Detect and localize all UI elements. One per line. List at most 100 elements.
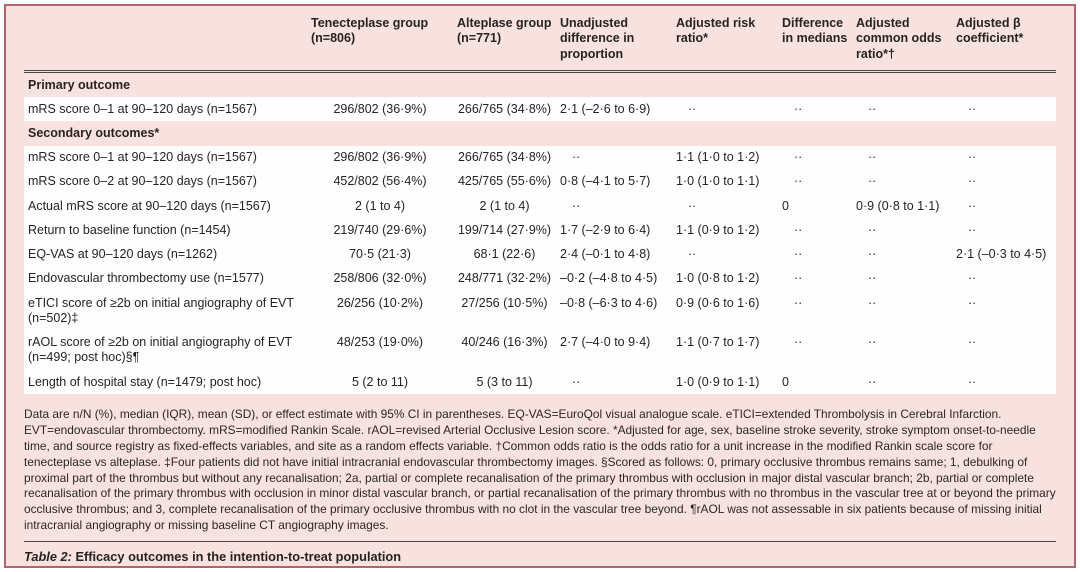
section-row-primary-outcome: Primary outcome (24, 71, 1056, 97)
column-header-empty (24, 6, 307, 73)
table-cell: –0·8 (–6·3 to 4·6) (560, 295, 658, 310)
row-label: Length of hospital stay (n=1479; post ho… (28, 374, 262, 389)
row-label: rAOL score of ≥2b on initial angiography… (28, 335, 292, 365)
table-cell: ·· (688, 247, 697, 261)
table-cell: ·· (868, 335, 877, 349)
table-cell: 68·1 (22·6) (473, 247, 536, 261)
table-cell: 258/806 (32·0%) (333, 271, 427, 286)
table-row: eTICI score of ≥2b on initial angiograph… (24, 291, 1056, 331)
table-row: Actual mRS score at 90–120 days (n=1567)… (24, 194, 1056, 219)
table-cell: ·· (572, 198, 581, 213)
table-footnote: Data are n/N (%), median (IQR), mean (SD… (24, 407, 1056, 533)
table-cell: 296/802 (36·9%) (333, 101, 427, 116)
table-row: mRS score 0–1 at 90–120 days (n=1567) 29… (24, 97, 1056, 122)
table-cell: 27/256 (10·5%) (461, 295, 548, 310)
table-row: mRS score 0–2 at 90–120 days (n=1567) 45… (24, 169, 1056, 194)
table-cell: 2 (1 to 4) (354, 198, 406, 213)
table-cell: ·· (968, 271, 977, 286)
table-cell: ·· (794, 174, 803, 189)
section-label: Primary outcome (28, 77, 131, 92)
table-cell: ·· (794, 247, 803, 261)
table-cell: 248/771 (32·2%) (457, 271, 552, 286)
column-header-difference-in-medians: Difference in medians (778, 6, 852, 73)
table-cell: ·· (868, 247, 877, 261)
row-label: Endovascular thrombectomy use (n=1577) (28, 271, 264, 286)
table-row: Length of hospital stay (n=1479; post ho… (24, 370, 1056, 395)
table-caption-title: Efficacy outcomes in the intention-to-tr… (71, 548, 402, 564)
column-header-adjusted-common-odds-ratio: Adjusted common odds ratio*† (852, 6, 952, 73)
table-cell: ·· (968, 174, 977, 189)
table-cell: ·· (968, 374, 977, 389)
section-row-secondary-outcomes: Secondary outcomes* (24, 121, 1056, 145)
table-cell: ·· (868, 150, 877, 164)
table-cell: 1·0 (1·0 to 1·1) (676, 174, 760, 189)
row-label: mRS score 0–2 at 90–120 days (n=1567) (28, 174, 257, 189)
row-label: mRS score 0–1 at 90–120 days (n=1567) (28, 101, 257, 116)
row-label: Return to baseline function (n=1454) (28, 222, 231, 237)
table-cell: 1·0 (0·9 to 1·1) (676, 374, 760, 389)
table-cell: ·· (868, 174, 877, 189)
table-cell: ·· (968, 222, 977, 237)
column-header-tenecteplase: Tenecteplase group (n=806) (307, 6, 453, 73)
table-cell: 40/246 (16·3%) (461, 335, 548, 349)
table-cell: ·· (868, 295, 877, 310)
section-label: Secondary outcomes* (28, 126, 160, 141)
table-cell: 5 (3 to 11) (476, 374, 533, 389)
table-cell: 2·1 (–0·3 to 4·5) (956, 247, 1047, 261)
row-label: eTICI score of ≥2b on initial angiograph… (28, 295, 294, 325)
table-caption: Table 2: Efficacy outcomes in the intent… (24, 540, 1056, 564)
table-cell: ·· (794, 222, 803, 237)
table-cell: 48/253 (19·0%) (336, 335, 424, 349)
table-cell: ·· (968, 101, 977, 116)
table-cell: ·· (968, 295, 977, 310)
table-cell: ·· (572, 150, 581, 164)
table-cell: ·· (794, 335, 803, 349)
table-cell: 1·1 (0·7 to 1·7) (676, 335, 760, 349)
efficacy-outcomes-table: Tenecteplase group (n=806) Alteplase gro… (24, 6, 1056, 395)
table-cell: 0·8 (–4·1 to 5·7) (560, 174, 651, 189)
table-row: mRS score 0–1 at 90–120 days (n=1567) 29… (24, 145, 1056, 170)
table-cell: 452/802 (56·4%) (333, 174, 427, 189)
column-header-adjusted-risk-ratio: Adjusted risk ratio* (672, 6, 778, 73)
table-cell: ·· (968, 335, 977, 349)
table-cell: 1·1 (1·0 to 1·2) (676, 150, 760, 164)
table-cell: ·· (794, 150, 803, 164)
table-row: Return to baseline function (n=1454) 219… (24, 218, 1056, 243)
table-cell: ·· (868, 222, 877, 237)
table-cell: –0·2 (–4·8 to 4·5) (560, 271, 658, 286)
row-label: EQ-VAS at 90–120 days (n=1262) (28, 247, 218, 261)
table-cell: 2·7 (–4·0 to 9·4) (560, 335, 651, 349)
table-cell: ·· (868, 101, 877, 116)
table-cell: 70·5 (21·3) (349, 247, 411, 261)
table-cell: 1·0 (0·8 to 1·2) (676, 271, 760, 286)
table-cell: 5 (2 to 11) (351, 374, 409, 389)
table-cell: 1·1 (0·9 to 1·2) (676, 222, 760, 237)
table-cell: ·· (794, 295, 803, 310)
table-cell: 266/765 (34·8%) (457, 101, 552, 116)
table-cell: ·· (794, 101, 803, 116)
table-cell: ·· (572, 374, 581, 389)
column-header-adjusted-beta-coefficient: Adjusted β coefficient* (952, 6, 1056, 73)
row-label: mRS score 0–1 at 90–120 days (n=1567) (28, 150, 257, 164)
table-row: Endovascular thrombectomy use (n=1577) 2… (24, 266, 1056, 291)
table-cell: 199/714 (27·9%) (457, 222, 552, 237)
row-label: Actual mRS score at 90–120 days (n=1567) (28, 198, 271, 213)
table-cell: 0 (782, 198, 789, 213)
table-cell: ·· (688, 198, 697, 213)
table-cell: ·· (868, 374, 877, 389)
column-header-unadjusted-difference: Unadjusted difference in proportion (556, 6, 672, 73)
table-cell: 0·9 (0·6 to 1·6) (676, 295, 760, 310)
table-cell: 0 (782, 374, 789, 389)
table-caption-number: Table 2: (24, 548, 72, 564)
header-row: Tenecteplase group (n=806) Alteplase gro… (24, 6, 1056, 73)
table-cell: ·· (968, 198, 977, 213)
table-cell: 2·4 (–0·1 to 4·8) (560, 247, 651, 261)
table-cell: ·· (688, 101, 697, 116)
table-cell: 2 (1 to 4) (479, 198, 530, 213)
table-cell: 219/740 (29·6%) (333, 222, 427, 237)
table-cell: ·· (968, 150, 977, 164)
table-cell: 266/765 (34·8%) (457, 150, 552, 164)
table-row: rAOL score of ≥2b on initial angiography… (24, 330, 1056, 370)
table2-panel: Tenecteplase group (n=806) Alteplase gro… (4, 4, 1076, 568)
